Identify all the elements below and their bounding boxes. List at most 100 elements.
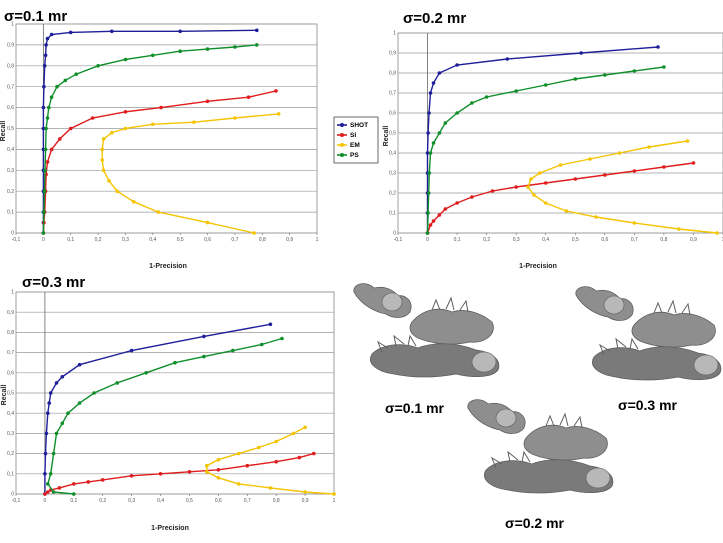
data-point <box>123 57 128 62</box>
x-tick-label: 0,4 <box>157 498 164 504</box>
y-axis-label: Recall <box>383 126 390 147</box>
data-point <box>603 73 607 77</box>
data-point <box>617 151 622 155</box>
data-point <box>156 210 161 214</box>
chart-panel-2: 00,10,20,30,40,50,60,70,80,91-0,1 0 0,1 0,2… <box>1 274 336 532</box>
data-point <box>632 169 637 173</box>
data-point <box>100 147 104 152</box>
x-tick-label: 0,3 <box>513 237 520 243</box>
data-point <box>49 95 54 99</box>
y-tick-label: 0,3 <box>7 431 14 437</box>
data-point <box>43 492 47 496</box>
data-point <box>647 145 651 149</box>
x-tick-label: 1 <box>316 237 319 243</box>
y-tick-label: 0,2 <box>7 189 14 195</box>
render-label-0.2: σ=0.2 mr <box>505 515 565 531</box>
data-point <box>573 177 578 181</box>
data-point <box>490 189 495 193</box>
series-ps <box>46 336 284 496</box>
model-shape <box>523 424 608 461</box>
x-tick-label: 0,9 <box>690 237 697 243</box>
y-tick-label: 0,1 <box>7 471 14 477</box>
y-tick-label: 0 <box>11 231 14 237</box>
data-point <box>43 147 48 152</box>
data-point <box>426 211 430 215</box>
data-point <box>55 84 59 89</box>
data-point <box>129 474 134 478</box>
x-tick-label: 0 <box>426 237 429 243</box>
model-shape <box>598 337 639 356</box>
data-point <box>58 137 62 141</box>
series-em <box>100 112 281 235</box>
x-tick-label: 0,8 <box>660 237 667 243</box>
y-tick-label: 0,4 <box>7 411 14 417</box>
render-label-0.3: σ=0.3 mr <box>618 397 678 413</box>
chart-title: σ=0.3 mr <box>22 274 85 291</box>
data-point <box>455 63 459 67</box>
data-point <box>280 336 284 341</box>
data-point <box>276 112 281 116</box>
data-point <box>101 168 106 173</box>
x-tick-label: 0,1 <box>454 237 461 243</box>
data-point <box>107 179 111 183</box>
data-point <box>437 131 442 135</box>
x-tick-label: 0 <box>42 237 45 243</box>
model-shape <box>376 334 417 353</box>
data-point <box>431 219 436 223</box>
data-point <box>86 480 91 484</box>
y-tick-label: 0,6 <box>7 105 14 111</box>
data-point <box>573 77 578 81</box>
data-point <box>526 185 530 189</box>
data-point <box>54 381 59 385</box>
data-point <box>564 209 569 213</box>
data-point <box>101 137 106 141</box>
legend-marker <box>340 153 344 157</box>
x-tick-label: 0,6 <box>215 498 222 504</box>
data-point <box>427 171 432 175</box>
model-shape <box>370 343 500 378</box>
data-point <box>274 439 279 444</box>
data-point <box>332 492 336 496</box>
data-point <box>691 161 696 165</box>
data-point <box>205 463 209 468</box>
data-point <box>538 171 542 175</box>
x-tick-label: -0,1 <box>12 237 21 243</box>
x-tick-label: 0,9 <box>286 237 293 243</box>
legend-entry-em: EM <box>337 142 360 149</box>
data-point <box>632 69 637 73</box>
data-point <box>46 482 50 486</box>
model-shape <box>495 408 517 428</box>
data-point <box>470 195 474 199</box>
data-point <box>42 84 46 89</box>
model-shape <box>409 308 494 345</box>
legend-label: PS <box>350 152 359 159</box>
x-tick-label: 0,4 <box>542 237 549 243</box>
data-point <box>543 83 548 87</box>
x-tick-label: -0,1 <box>12 498 21 504</box>
x-tick-label: 0,7 <box>231 237 238 243</box>
y-tick-label: 0,6 <box>389 111 396 117</box>
model-shape <box>471 351 497 373</box>
model-shape <box>545 412 583 429</box>
y-tick-label: 0,3 <box>389 171 396 177</box>
model-shape <box>603 295 625 315</box>
data-point <box>187 470 192 474</box>
x-tick-label: 0,6 <box>204 237 211 243</box>
y-tick-label: 1 <box>11 22 14 28</box>
data-point <box>41 126 46 131</box>
legend-marker <box>340 133 344 137</box>
data-point <box>96 64 100 68</box>
data-point <box>42 189 47 193</box>
data-point <box>259 342 264 347</box>
data-point <box>543 181 548 185</box>
data-point <box>514 185 518 189</box>
series-ps <box>41 43 259 235</box>
x-tick-label: 0,7 <box>244 498 251 504</box>
model-shape <box>484 459 614 494</box>
data-point <box>594 215 598 219</box>
data-point <box>48 391 53 395</box>
data-point <box>303 425 307 430</box>
data-point <box>43 168 47 173</box>
model-shape <box>381 292 403 312</box>
x-tick-label: 0,5 <box>572 237 579 243</box>
